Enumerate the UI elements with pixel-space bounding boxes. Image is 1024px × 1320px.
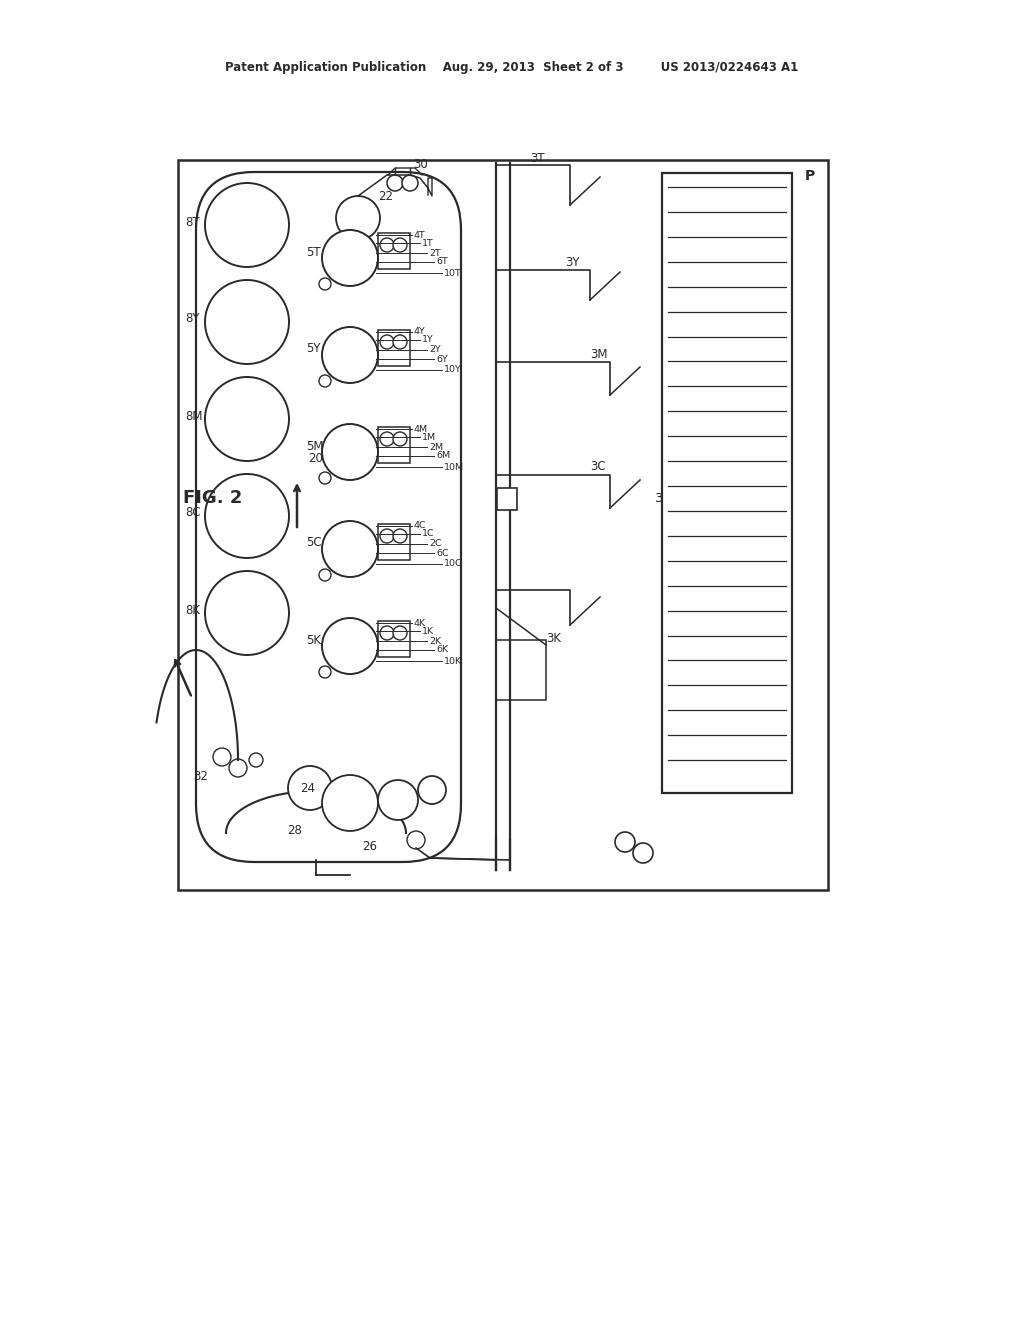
- Circle shape: [319, 569, 331, 581]
- Text: 8C: 8C: [185, 507, 201, 520]
- FancyBboxPatch shape: [196, 172, 461, 862]
- Circle shape: [319, 375, 331, 387]
- Text: 26: 26: [362, 841, 378, 854]
- Text: 3M: 3M: [590, 347, 607, 360]
- Text: 2M: 2M: [429, 442, 443, 451]
- Bar: [178, 160, 828, 890]
- Circle shape: [402, 176, 418, 191]
- Text: P: P: [805, 169, 815, 183]
- Text: 1T: 1T: [422, 239, 434, 248]
- Text: 6K: 6K: [436, 645, 449, 655]
- Circle shape: [336, 195, 380, 240]
- Circle shape: [393, 238, 407, 252]
- Text: 5T: 5T: [306, 246, 321, 259]
- Circle shape: [213, 748, 231, 766]
- Circle shape: [380, 529, 394, 543]
- Circle shape: [205, 572, 289, 655]
- Circle shape: [393, 529, 407, 543]
- Circle shape: [229, 759, 247, 777]
- Text: 1K: 1K: [422, 627, 434, 635]
- Text: 3: 3: [655, 491, 664, 504]
- Text: 5K: 5K: [306, 634, 321, 647]
- Text: 10Y: 10Y: [444, 366, 462, 375]
- Circle shape: [380, 626, 394, 640]
- Text: 2T: 2T: [429, 248, 440, 257]
- Circle shape: [322, 230, 378, 286]
- Text: 28: 28: [288, 824, 302, 837]
- Circle shape: [378, 780, 418, 820]
- Circle shape: [393, 335, 407, 348]
- Text: 5C: 5C: [306, 536, 322, 549]
- Circle shape: [615, 832, 635, 851]
- Bar: [662, 173, 792, 793]
- Text: 4C: 4C: [414, 521, 427, 531]
- Circle shape: [380, 335, 394, 348]
- Text: 22: 22: [378, 190, 393, 202]
- Text: 8T: 8T: [185, 215, 200, 228]
- Text: 4K: 4K: [414, 619, 426, 627]
- Circle shape: [322, 618, 378, 675]
- Text: 1Y: 1Y: [422, 335, 434, 345]
- Circle shape: [249, 752, 263, 767]
- Text: 5Y: 5Y: [306, 342, 321, 355]
- Bar: [378, 620, 410, 657]
- Circle shape: [322, 424, 378, 480]
- Circle shape: [393, 432, 407, 446]
- Text: 4M: 4M: [414, 425, 428, 433]
- Text: 3T: 3T: [530, 152, 545, 165]
- Text: 24: 24: [300, 783, 315, 796]
- Text: 5M: 5M: [306, 440, 324, 453]
- Circle shape: [205, 378, 289, 461]
- Bar: [378, 330, 410, 366]
- Text: 1M: 1M: [422, 433, 436, 441]
- Text: 32: 32: [193, 771, 208, 784]
- Circle shape: [380, 432, 394, 446]
- Circle shape: [205, 280, 289, 364]
- Circle shape: [393, 626, 407, 640]
- Text: 10K: 10K: [444, 656, 462, 665]
- Bar: [496, 640, 546, 700]
- Circle shape: [319, 473, 331, 484]
- Text: 1C: 1C: [422, 529, 434, 539]
- Text: 4T: 4T: [414, 231, 426, 239]
- Text: FIG. 2: FIG. 2: [183, 488, 243, 507]
- Text: 4Y: 4Y: [414, 327, 426, 337]
- Text: 2C: 2C: [429, 540, 441, 549]
- Circle shape: [380, 238, 394, 252]
- Bar: [378, 524, 410, 560]
- Circle shape: [387, 176, 403, 191]
- Text: 20: 20: [308, 451, 324, 465]
- Circle shape: [407, 832, 425, 849]
- Text: 3C: 3C: [590, 459, 605, 473]
- Text: 8Y: 8Y: [185, 313, 200, 326]
- Text: Patent Application Publication    Aug. 29, 2013  Sheet 2 of 3         US 2013/02: Patent Application Publication Aug. 29, …: [225, 62, 799, 74]
- Text: 30: 30: [413, 158, 428, 172]
- Text: 8M: 8M: [185, 409, 203, 422]
- Bar: [378, 426, 410, 463]
- Text: 6M: 6M: [436, 451, 451, 461]
- Circle shape: [205, 474, 289, 558]
- Text: 3K: 3K: [546, 631, 561, 644]
- Circle shape: [322, 327, 378, 383]
- Text: 10T: 10T: [444, 268, 462, 277]
- Circle shape: [319, 279, 331, 290]
- Circle shape: [322, 521, 378, 577]
- Text: 6Y: 6Y: [436, 355, 447, 363]
- Text: 10C: 10C: [444, 560, 463, 569]
- Text: 8K: 8K: [185, 603, 200, 616]
- Circle shape: [633, 843, 653, 863]
- Circle shape: [418, 776, 446, 804]
- Text: 6T: 6T: [436, 257, 447, 267]
- Text: 6C: 6C: [436, 549, 449, 557]
- Text: 2K: 2K: [429, 636, 441, 645]
- Text: 3Y: 3Y: [565, 256, 580, 268]
- Circle shape: [205, 183, 289, 267]
- Text: 2Y: 2Y: [429, 346, 440, 355]
- Bar: [497, 488, 517, 510]
- Circle shape: [288, 766, 332, 810]
- Text: 10M: 10M: [444, 462, 464, 471]
- Circle shape: [319, 667, 331, 678]
- Circle shape: [322, 775, 378, 832]
- Bar: [378, 234, 410, 269]
